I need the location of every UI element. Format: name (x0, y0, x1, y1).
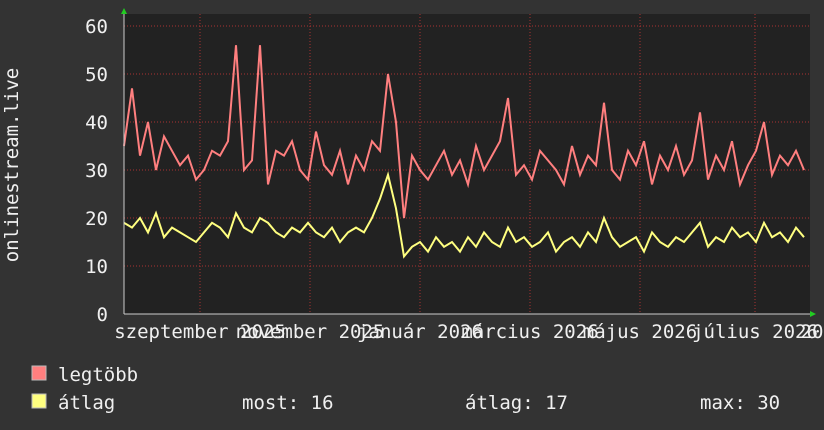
y-axis-label: onlinestream.live (1, 68, 23, 262)
x-tick-label: január 2026 (357, 321, 483, 343)
y-tick-label: 50 (85, 64, 108, 86)
y-tick-label: 0 (97, 304, 108, 326)
x-tick-label: 20 (801, 321, 824, 343)
legend-swatch (31, 393, 47, 409)
stat: most: 16 (242, 392, 334, 414)
legend-label: legtöbb (58, 364, 138, 386)
legend-swatch (31, 365, 47, 381)
x-tick-label: november 2025 (236, 321, 385, 343)
x-tick-label: július 2026 (692, 321, 818, 343)
x-tick-label: szeptember 2025 (114, 321, 286, 343)
legend-label: átlag (58, 392, 115, 414)
series-line (123, 45, 805, 219)
stat: átlag: 17 (465, 392, 568, 414)
x-tick-label: március 2026 (461, 321, 598, 343)
stat: max: 30 (700, 392, 780, 414)
series-line (123, 171, 805, 259)
y-arrow (121, 8, 127, 14)
y-tick-label: 40 (85, 112, 108, 134)
plot-area (124, 14, 810, 314)
x-arrow (810, 311, 816, 317)
y-tick-label: 10 (85, 256, 108, 278)
y-tick-label: 20 (85, 208, 108, 230)
y-tick-label: 60 (85, 16, 108, 38)
y-tick-label: 30 (85, 160, 108, 182)
x-tick-label: május 2026 (583, 321, 697, 343)
